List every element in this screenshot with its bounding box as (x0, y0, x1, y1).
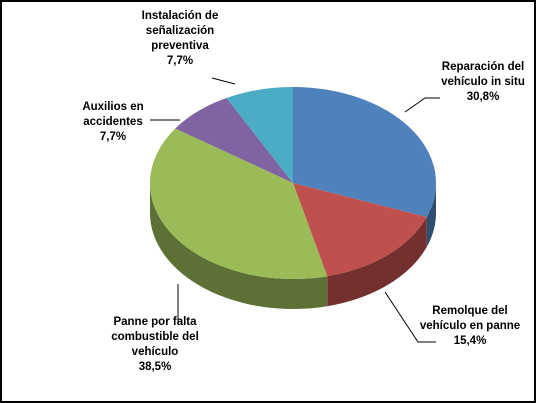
label-line: Auxilios en (82, 101, 143, 113)
pie-sides (150, 183, 436, 309)
slice (226, 87, 293, 183)
slice (149, 128, 328, 280)
label-line: vehículo en panne (420, 320, 520, 332)
label-line: preventiva (151, 40, 209, 52)
slice-label: Panne por falta combustible del vehículo (111, 316, 199, 358)
label-line: Remolque del (432, 305, 507, 317)
slice-label: Remolque del vehículo en panne (420, 305, 520, 332)
slice (293, 183, 427, 277)
label-line: Instalación de (142, 10, 219, 22)
value-label: 15,4% (454, 335, 487, 347)
slice-label: Auxilios en accidentes (82, 101, 143, 128)
pie-tops (149, 87, 436, 280)
slice-label: Reparación del vehículo in situ (441, 61, 525, 88)
slice-side (150, 183, 328, 309)
leader-line (404, 97, 440, 113)
label-line: Panne por falta (113, 316, 197, 328)
leader-line (384, 291, 436, 343)
label-line: Reparación del (442, 61, 524, 73)
slice-side (327, 217, 427, 307)
value-label: 7,7% (167, 55, 193, 67)
value-label: 7,7% (100, 131, 126, 143)
slice-label: Instalación de señalización preventiva (142, 10, 219, 52)
leader-lines (150, 77, 440, 343)
slice (293, 87, 436, 218)
label-line: señalización (146, 25, 214, 37)
label-line: vehículo in situ (441, 76, 525, 88)
label-line: vehículo (132, 346, 179, 358)
slice (175, 97, 293, 183)
value-label: 30,8% (467, 91, 500, 103)
value-label: 38,5% (139, 361, 172, 373)
leader-line (211, 77, 236, 85)
label-line: accidentes (83, 116, 142, 128)
label-line: combustible del (111, 331, 199, 343)
slice-side (426, 183, 436, 248)
